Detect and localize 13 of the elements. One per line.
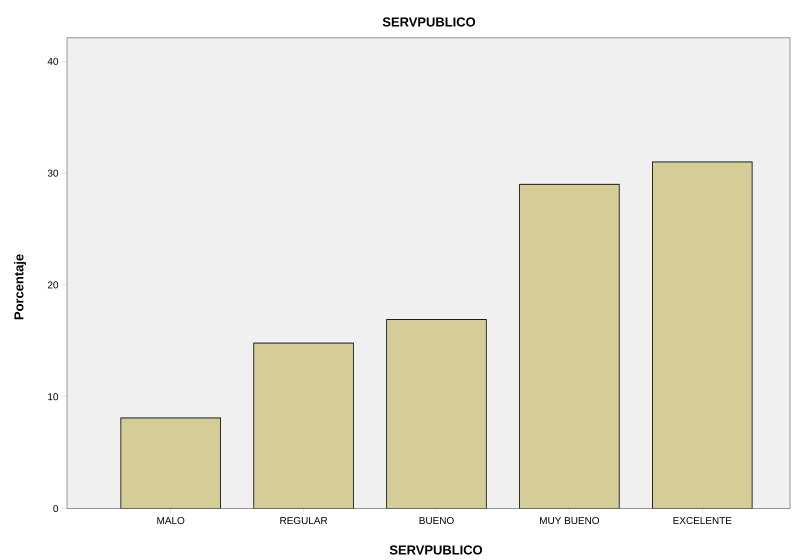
chart-title: SERVPUBLICO xyxy=(382,17,476,27)
y-tick-label: 40 xyxy=(48,58,58,65)
y-tick-label: 20 xyxy=(48,281,58,288)
x-axis-title: SERVPUBLICO xyxy=(390,545,482,555)
x-tick-label: EXCELENTE xyxy=(673,517,732,524)
y-axis-title: Porcentaje xyxy=(14,254,26,320)
y-tick-label: 0 xyxy=(53,504,58,512)
x-tick-label: REGULAR xyxy=(280,517,328,524)
y-tick-label: 10 xyxy=(48,393,58,400)
y-tick-label: 30 xyxy=(48,170,58,177)
x-tick-label: MALO xyxy=(157,517,184,524)
x-tick-label: BUENO xyxy=(420,517,454,524)
x-tick-label: MUY BUENO xyxy=(540,517,600,524)
